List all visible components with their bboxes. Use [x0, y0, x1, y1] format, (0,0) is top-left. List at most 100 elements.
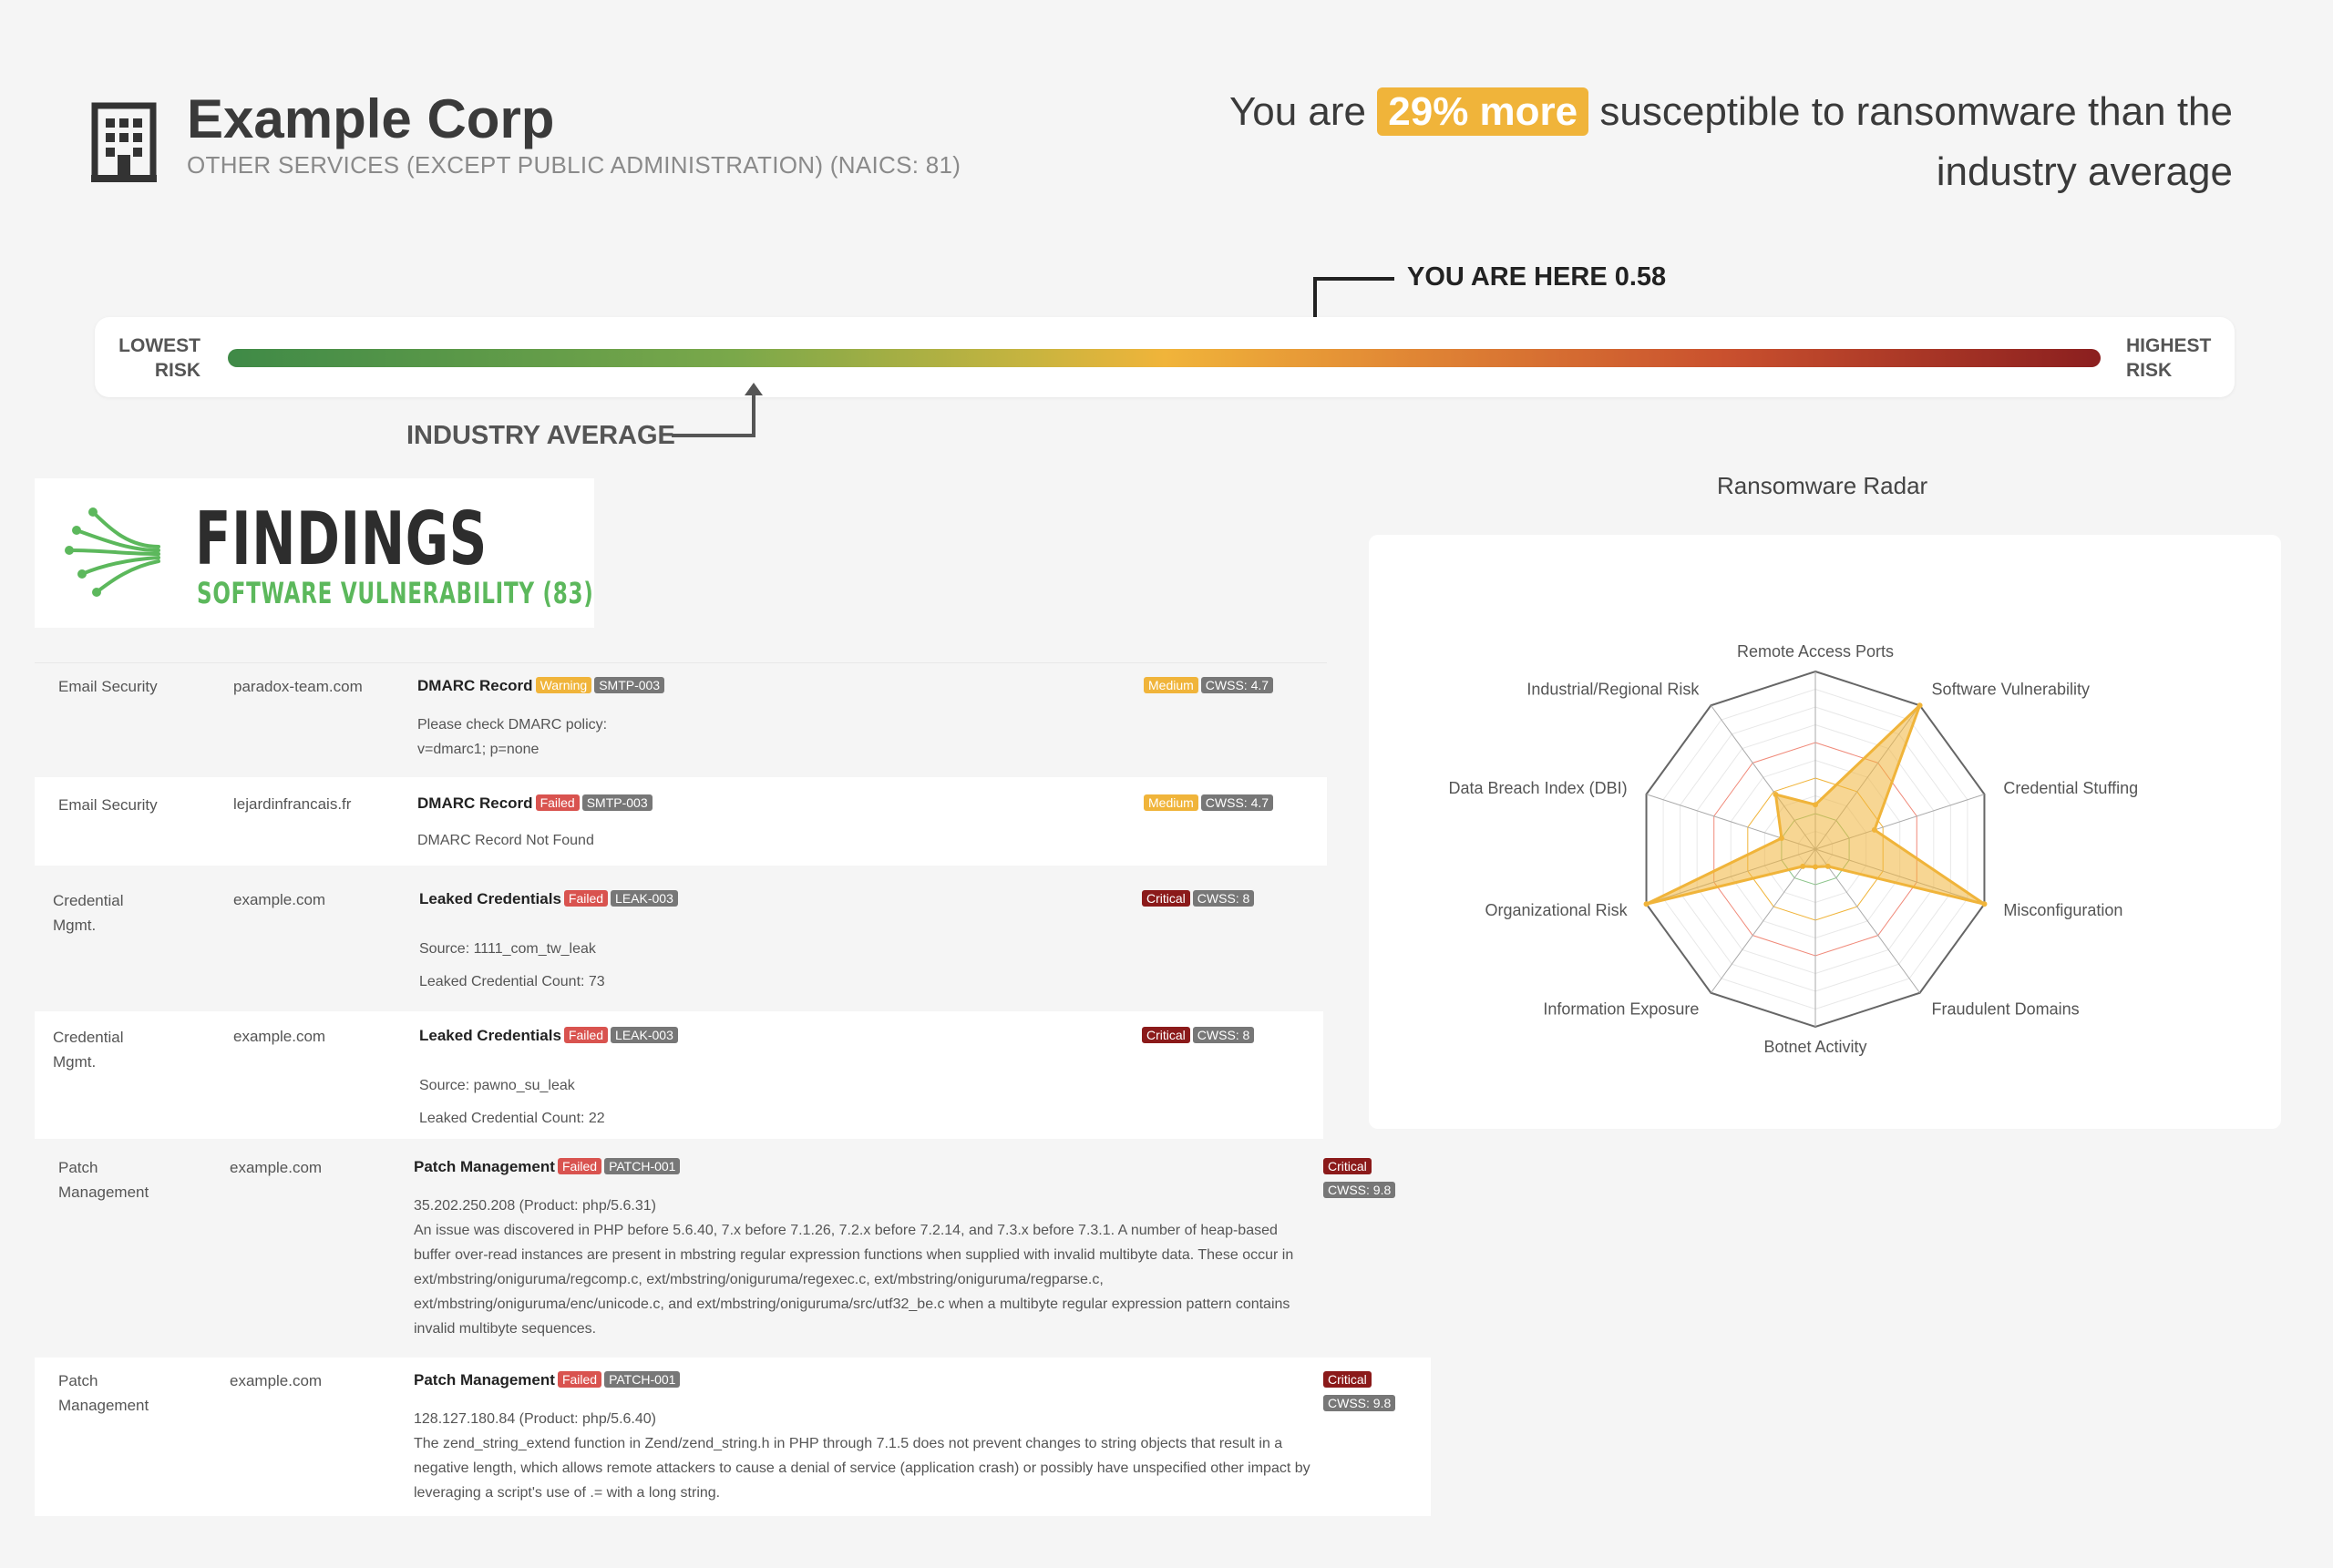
finding-category: Patch Management: [58, 1159, 149, 1201]
cwss-badge: CWSS: 4.7: [1200, 794, 1274, 811]
radar-data-point: [1871, 826, 1877, 833]
cwss-badge: CWSS: 8: [1192, 1027, 1255, 1043]
radar-axis-label: Fraudulent Domains: [1932, 1000, 2080, 1019]
radar-title: Ransomware Radar: [1717, 472, 1928, 499]
finding-details: Source: pawno_su_leak Leaked Credential C…: [419, 1078, 605, 1126]
radar-axis-label: Misconfiguration: [2003, 901, 2122, 919]
radar-data-point: [1800, 863, 1806, 869]
susceptibility-headline: You are 29% more susceptible to ransomwa…: [1112, 82, 2233, 202]
ransomware-radar-chart: Remote Access Ports Software Vulnerabilit…: [1449, 642, 2139, 1056]
finding-domain: lejardinfrancais.fr: [233, 795, 352, 813]
finding-details: DMARC Record Not Found: [417, 833, 594, 848]
radar-axis-label: Credential Stuffing: [2003, 779, 2138, 797]
status-badge: Warning: [535, 677, 592, 693]
findings-subtitle: SOFTWARE VULNERABILITY (83): [197, 576, 594, 610]
finding-domain: example.com: [230, 1372, 323, 1389]
finding-title: Patch Management Failed PATCH-001: [414, 1158, 681, 1176]
severity-badges: Critical CWSS: 8: [1139, 890, 1255, 908]
company-name: Example Corp: [187, 88, 555, 149]
industry-average-arrow: [672, 383, 763, 437]
finding-row[interactable]: Credential Mgmt. example.com Leaked Cred…: [35, 1011, 1323, 1139]
radar-spoke: [1710, 848, 1816, 994]
finding-category: Patch Management: [58, 1372, 149, 1414]
radar-data-point: [1917, 702, 1923, 709]
severity-badge: Critical: [1142, 1027, 1190, 1043]
radar-data-point: [1813, 864, 1818, 870]
code-badge: PATCH-001: [604, 1371, 681, 1388]
status-badge: Failed: [563, 890, 609, 907]
finding-title: Patch Management Failed PATCH-001: [414, 1371, 681, 1389]
you-are-here-label: YOU ARE HERE 0.58: [1407, 262, 1667, 292]
finding-domain: example.com: [233, 1028, 326, 1045]
radar-data-point: [1813, 802, 1818, 808]
radar-axis-label: Software Vulnerability: [1932, 680, 2090, 698]
radar-data-point: [1643, 901, 1650, 907]
cwss-badge: CWSS: 8: [1192, 890, 1255, 907]
company-sector: OTHER SERVICES (EXCEPT PUBLIC ADMINISTRA…: [187, 151, 961, 179]
finding-category: Credential Mgmt.: [53, 892, 124, 934]
radar-axis-label: Botnet Activity: [1763, 1038, 1866, 1056]
severity-badge: Medium: [1144, 794, 1198, 811]
finding-row[interactable]: Credential Mgmt. example.com Leaked Cred…: [35, 873, 1327, 1007]
radar-data-point: [1981, 901, 1988, 907]
radar-spoke: [1814, 848, 1921, 994]
finding-domain: example.com: [233, 891, 326, 908]
cwss-badge: CWSS: 4.7: [1200, 677, 1274, 693]
status-badge: Failed: [535, 794, 580, 811]
finding-row[interactable]: Email Security lejardinfrancais.fr DMARC…: [35, 777, 1327, 866]
severity-badge: Critical: [1142, 890, 1190, 907]
finding-category: Email Security: [58, 796, 158, 814]
severity-badges: Medium CWSS: 4.7: [1141, 794, 1274, 813]
findings-title: FINDINGS: [195, 497, 488, 581]
severity-badges: Critical CWSS: 9.8: [1323, 1371, 1396, 1413]
industry-average-label: INDUSTRY AVERAGE: [406, 421, 675, 450]
finding-details: Source: 1111_com_tw_leak Leaked Credentia…: [419, 941, 605, 989]
radar-axis-label: Data Breach Index (DBI): [1449, 779, 1628, 797]
radar-data-point: [1778, 835, 1784, 841]
radar-data-point: [1824, 863, 1831, 869]
building-icon: [91, 102, 157, 182]
finding-category: Credential Mgmt.: [53, 1029, 124, 1071]
code-badge: LEAK-003: [611, 890, 678, 907]
radar-axis-label: Information Exposure: [1543, 1000, 1699, 1019]
finding-title: Leaked Credentials Failed LEAK-003: [419, 1027, 678, 1045]
finding-details: 128.127.180.84 (Product: php/5.6.40) The …: [414, 1411, 1310, 1501]
severity-badges: Medium CWSS: 4.7: [1141, 677, 1274, 695]
risk-gradient-bar: [228, 349, 2101, 367]
severity-badges: Critical CWSS: 8: [1139, 1027, 1255, 1045]
status-badge: Failed: [563, 1027, 609, 1043]
finding-category: Email Security: [58, 678, 158, 695]
finding-title: DMARC Record Failed SMTP-003: [417, 794, 653, 813]
cwss-badge: CWSS: 9.8: [1323, 1395, 1396, 1411]
status-badge: Failed: [557, 1158, 602, 1174]
code-badge: SMTP-003: [581, 794, 653, 811]
code-badge: LEAK-003: [611, 1027, 678, 1043]
headline-prefix: You are: [1228, 89, 1367, 134]
finding-domain: example.com: [230, 1159, 323, 1176]
lowest-risk-label: LOWEST RISK: [118, 335, 200, 381]
severity-badge: Medium: [1144, 677, 1198, 693]
headline-highlight: 29% more: [1377, 87, 1589, 136]
radar-data-point: [1773, 792, 1779, 798]
radar-axis-label: Organizational Risk: [1485, 901, 1629, 919]
status-badge: Failed: [557, 1371, 602, 1388]
finding-details: 35.202.250.208 (Product: php/5.6.31) An i…: [414, 1198, 1294, 1337]
headline-suffix: susceptible to ransomware than the indus…: [1599, 89, 2233, 194]
finding-row[interactable]: Email Security paradox-team.com DMARC Re…: [35, 662, 1327, 773]
radar-axis-label: Industrial/Regional Risk: [1526, 680, 1700, 698]
finding-title: Leaked Credentials Failed LEAK-003: [419, 890, 678, 908]
radar-axis-label: Remote Access Ports: [1737, 642, 1894, 661]
severity-badges: Critical CWSS: 9.8: [1323, 1158, 1396, 1200]
finding-title: DMARC Record Warning SMTP-003: [417, 677, 665, 695]
highest-risk-label: HIGHEST RISK: [2126, 335, 2212, 381]
finding-details: Please check DMARC policy: v=dmarc1; p=no…: [417, 717, 608, 757]
severity-badge: Critical: [1323, 1371, 1372, 1388]
finding-row[interactable]: Patch Management example.com Patch Manag…: [35, 1144, 1429, 1352]
finding-domain: paradox-team.com: [233, 678, 363, 695]
code-badge: SMTP-003: [594, 677, 665, 693]
vulnerability-network-icon: [65, 507, 160, 597]
finding-row[interactable]: Patch Management example.com Patch Manag…: [35, 1358, 1431, 1516]
code-badge: PATCH-001: [604, 1158, 681, 1174]
cwss-badge: CWSS: 9.8: [1323, 1182, 1396, 1198]
severity-badge: Critical: [1323, 1158, 1372, 1174]
